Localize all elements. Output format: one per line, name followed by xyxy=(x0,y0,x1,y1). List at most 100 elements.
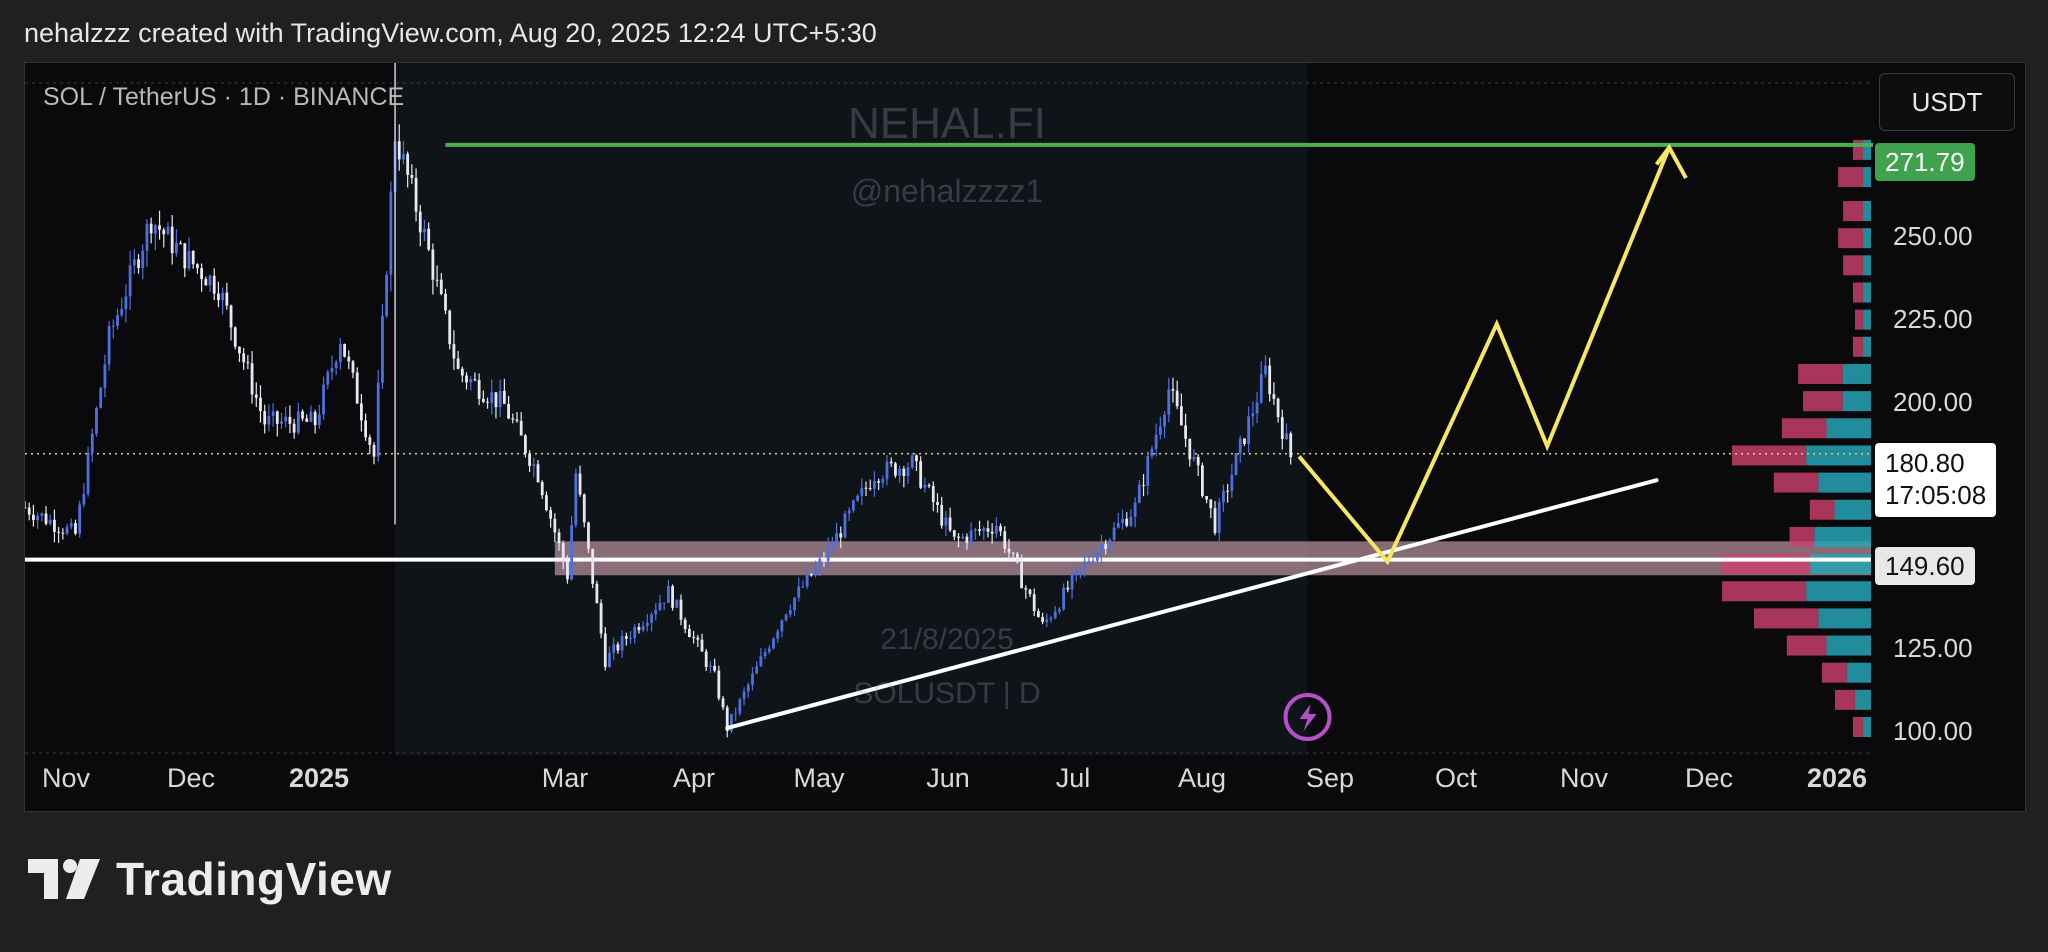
candle-body xyxy=(267,416,271,425)
candle-body xyxy=(835,533,838,547)
candle-body xyxy=(254,394,258,398)
candle-body xyxy=(1049,618,1053,620)
candle-body xyxy=(864,487,868,489)
candle-body xyxy=(326,372,330,385)
volume-profile-down-20 xyxy=(1835,689,1855,710)
candle-body xyxy=(860,487,864,496)
candle-body xyxy=(1137,484,1141,503)
candle-body xyxy=(145,223,149,251)
candle-body xyxy=(1041,617,1045,623)
candle-body xyxy=(351,361,355,373)
candle-body xyxy=(174,243,178,254)
candle-body xyxy=(57,531,61,533)
candle-body xyxy=(225,292,229,306)
watermark-title: NEHAL.FI xyxy=(847,99,1047,148)
candle-body xyxy=(200,268,204,280)
candle-body xyxy=(120,309,124,316)
candle-body xyxy=(69,523,73,527)
candle-body xyxy=(364,420,368,438)
chart-area[interactable]: SOL / TetherUS · 1D · BINANCE NEHAL.FI @… xyxy=(24,62,2026,812)
candle-body xyxy=(566,561,569,580)
candle-body xyxy=(1238,438,1242,454)
time-tick-mar: Mar xyxy=(541,763,589,793)
projection-path xyxy=(1297,146,1672,566)
candle-body xyxy=(969,530,973,543)
candle-body xyxy=(570,525,574,580)
candle-body xyxy=(502,390,506,404)
candle-body xyxy=(730,714,733,732)
candle-body xyxy=(1070,574,1074,590)
time-tick-apr: Apr xyxy=(672,763,716,793)
price-tick-250: 250.00 xyxy=(1893,221,1973,251)
volume-profile-down-17 xyxy=(1754,608,1819,629)
candle-body xyxy=(275,411,279,424)
candle-body xyxy=(931,486,935,503)
candle-body xyxy=(948,517,952,531)
symbol-label: SOL / TetherUS · 1D · BINANCE xyxy=(43,83,405,111)
candle-body xyxy=(1171,389,1175,391)
candle-body xyxy=(162,229,166,235)
candle-body xyxy=(1188,438,1192,460)
time-tick-sep: Sep xyxy=(1305,763,1355,793)
candle-body xyxy=(873,481,876,489)
candle-body xyxy=(1062,587,1066,610)
candle-body xyxy=(355,372,359,404)
candle-body xyxy=(414,177,418,212)
candle-body xyxy=(1158,426,1162,435)
candle-body xyxy=(692,637,695,639)
time-tick-dec-2024: Dec xyxy=(166,763,216,793)
currency-button[interactable]: USDT xyxy=(1879,73,2015,131)
candle-body xyxy=(498,390,502,408)
support-price-tag: 149.60 xyxy=(1875,547,1975,585)
candle-body xyxy=(587,522,590,549)
candle-body xyxy=(233,327,237,347)
time-tick-nov-2024: Nov xyxy=(41,763,91,793)
candle-body xyxy=(439,279,443,294)
candle-body xyxy=(1045,619,1049,623)
candle-body xyxy=(927,485,931,487)
volume-profile-up-3 xyxy=(1862,228,1871,249)
candle-body xyxy=(696,637,700,640)
candle-body xyxy=(343,343,346,357)
candle-body xyxy=(608,652,611,668)
volume-profile-down-13 xyxy=(1809,499,1835,520)
candle-body xyxy=(826,546,830,561)
candle-body xyxy=(490,392,494,403)
tradingview-logo[interactable]: TradingView xyxy=(28,852,392,906)
volume-profile-up-16 xyxy=(1806,581,1871,602)
candle-body xyxy=(633,627,637,638)
candle-body xyxy=(767,648,771,653)
candle-body xyxy=(1087,560,1091,562)
candle-body xyxy=(578,473,582,495)
candle-body xyxy=(902,468,906,476)
alert-lightning-icon-ring xyxy=(1283,693,1332,741)
volume-profile-up-8 xyxy=(1842,363,1871,384)
candle-body xyxy=(650,614,653,623)
candle-body xyxy=(772,638,775,649)
candle-body xyxy=(797,586,801,598)
price-tick-225: 225.00 xyxy=(1893,304,1973,334)
candle-body xyxy=(1125,518,1129,526)
candle-body xyxy=(1133,502,1137,517)
candle-body xyxy=(1205,496,1209,500)
candle-body xyxy=(700,639,704,652)
candle-body xyxy=(654,610,658,615)
candle-body xyxy=(1217,502,1221,533)
candle-body xyxy=(103,364,107,389)
candle-body xyxy=(906,467,910,476)
candle-body xyxy=(1243,438,1246,444)
candle-body xyxy=(763,652,767,657)
candle-body xyxy=(751,673,754,685)
candle-body xyxy=(919,461,923,488)
candle-body xyxy=(1003,531,1007,549)
candle-body xyxy=(973,529,977,531)
candle-body xyxy=(1280,417,1284,440)
candle-body xyxy=(1184,425,1187,439)
candle-body xyxy=(814,567,817,576)
candle-body xyxy=(1285,433,1288,440)
candle-body xyxy=(456,358,460,369)
price-chart[interactable] xyxy=(25,63,2025,811)
volume-profile-down-1 xyxy=(1838,167,1863,188)
volume-profile-down-10 xyxy=(1781,418,1827,439)
candle-body xyxy=(170,226,174,254)
